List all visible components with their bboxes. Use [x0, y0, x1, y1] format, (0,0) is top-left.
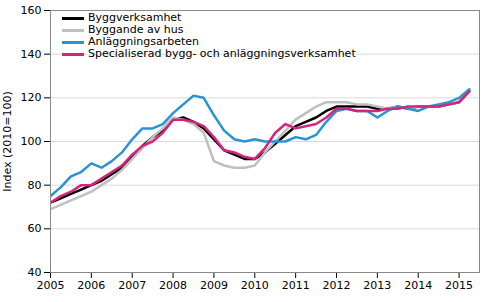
svg-text:2013: 2013	[363, 279, 391, 292]
svg-text:2008: 2008	[159, 279, 187, 292]
svg-text:2007: 2007	[118, 279, 146, 292]
svg-text:120: 120	[21, 91, 42, 104]
svg-text:160: 160	[21, 4, 42, 17]
svg-text:40: 40	[28, 266, 42, 279]
svg-text:2014: 2014	[404, 279, 432, 292]
html-text:Specialiserad bygg- och anlägg: Specialiserad bygg- och anläggningsverks…	[88, 47, 356, 60]
svg-text:140: 140	[21, 48, 42, 61]
html-text:Byggverksamhet: Byggverksamhet	[88, 11, 182, 24]
svg-text:Index (2010=100): Index (2010=100)	[1, 91, 14, 192]
svg-text:2010: 2010	[241, 279, 269, 292]
svg-text:80: 80	[28, 179, 42, 192]
svg-text:60: 60	[28, 222, 42, 235]
svg-text:100: 100	[21, 135, 42, 148]
html-text:Byggande av hus: Byggande av hus	[88, 23, 184, 36]
svg-text:2011: 2011	[282, 279, 310, 292]
svg-text:2006: 2006	[77, 279, 105, 292]
svg-text:2005: 2005	[37, 279, 65, 292]
svg-text:2009: 2009	[200, 279, 228, 292]
svg-text:2015: 2015	[445, 279, 473, 292]
html-text:Anläggningsarbeten: Anläggningsarbeten	[88, 35, 199, 48]
svg-text:2012: 2012	[323, 279, 351, 292]
